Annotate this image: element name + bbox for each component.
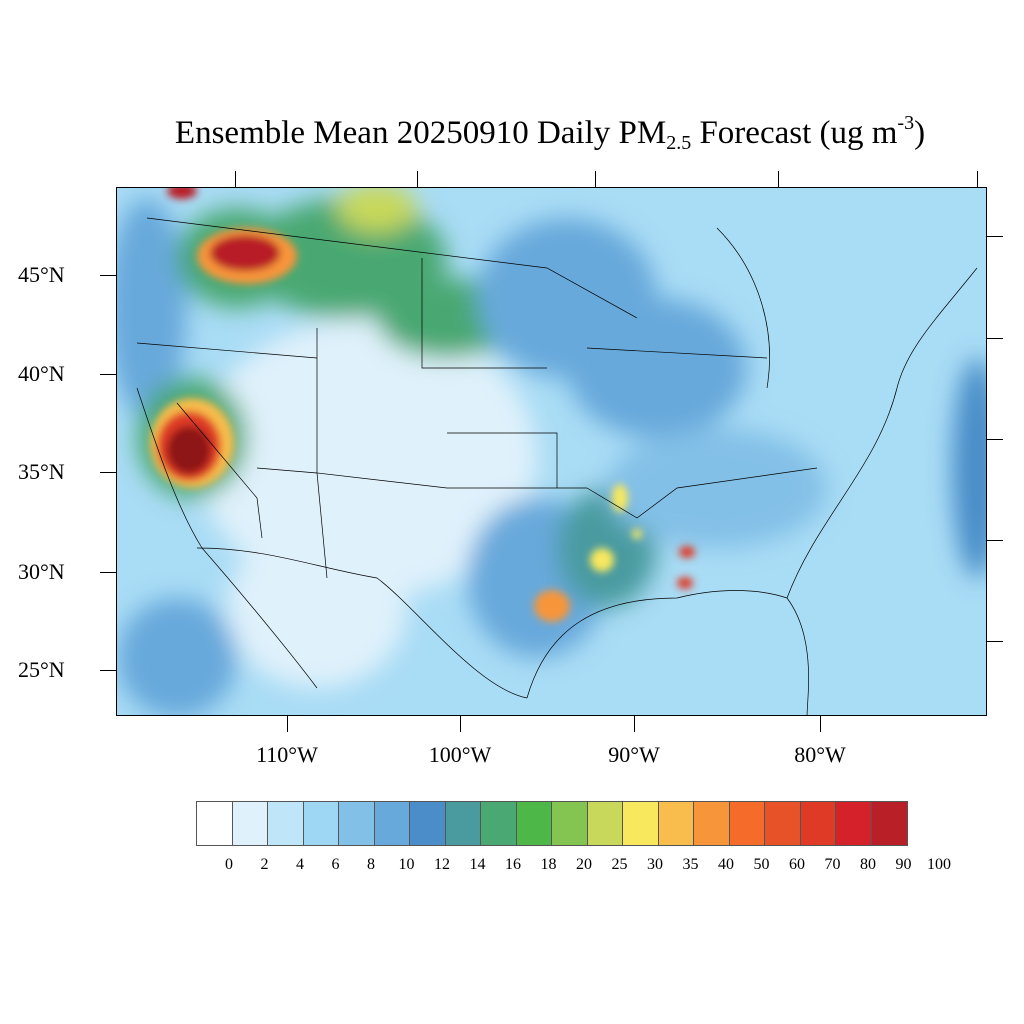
lat-tick xyxy=(100,275,116,276)
colorbar-label: 40 xyxy=(718,856,734,873)
colorbar-box xyxy=(516,802,552,845)
colorbar-box xyxy=(339,802,375,845)
colorbar-box xyxy=(765,802,801,845)
lon-label: 80°W xyxy=(794,742,846,767)
lat-tick xyxy=(987,439,1003,440)
colorbar-label: 100 xyxy=(927,856,951,873)
lat-tick xyxy=(100,670,116,671)
lon-label: 100°W xyxy=(428,742,492,767)
colorbar-box xyxy=(410,802,446,845)
colorbar-box xyxy=(658,802,694,845)
lon-tick xyxy=(820,716,821,732)
colorbar-label: 35 xyxy=(682,856,699,873)
lon-tick xyxy=(235,171,236,187)
colorbar-box xyxy=(197,802,233,845)
lon-label: 90°W xyxy=(608,742,660,767)
lat-tick xyxy=(987,338,1003,339)
lat-label: 40°N xyxy=(18,361,65,386)
pm25-map xyxy=(116,187,987,716)
colorbar-label: 80 xyxy=(860,856,876,873)
lat-tick xyxy=(100,472,116,473)
lon-label: 110°W xyxy=(256,742,318,767)
lon-tick xyxy=(460,716,461,732)
colorbar-box xyxy=(303,802,339,845)
colorbar-box xyxy=(445,802,481,845)
lat-label: 45°N xyxy=(18,262,65,287)
colorbar-box xyxy=(268,802,304,845)
colorbar-box xyxy=(871,802,907,845)
colorbar-label: 0 xyxy=(225,856,233,873)
title-text: Ensemble Mean 20250910 Daily PM xyxy=(174,115,667,151)
colorbar-box xyxy=(623,802,659,845)
lat-tick xyxy=(100,572,116,573)
colorbar-label: 25 xyxy=(611,856,628,873)
lon-tick xyxy=(287,716,288,732)
colorbar-box xyxy=(374,802,410,845)
colorbar-label: 90 xyxy=(895,856,912,873)
lat-label: 35°N xyxy=(18,459,65,484)
lon-tick xyxy=(634,716,635,732)
colorbar-box xyxy=(587,802,623,845)
colorbar-label: 20 xyxy=(576,856,592,873)
lon-tick xyxy=(595,171,596,187)
colorbar-label: 50 xyxy=(753,856,770,873)
lat-tick xyxy=(987,236,1003,237)
map-title: Ensemble Mean 20250910 Daily PM2.5 Forec… xyxy=(0,112,1024,155)
lon-tick xyxy=(977,171,978,187)
colorbar-box xyxy=(836,802,872,845)
lat-label: 25°N xyxy=(18,657,65,682)
title-superscript: -3 xyxy=(897,112,915,134)
colorbar-label: 14 xyxy=(469,856,486,873)
pm25-field xyxy=(117,188,986,715)
colorbar-box xyxy=(694,802,730,845)
colorbar-label: 18 xyxy=(540,856,557,873)
lat-tick xyxy=(987,540,1003,541)
colorbar-label: 10 xyxy=(398,856,415,873)
colorbar-box xyxy=(800,802,836,845)
colorbar-label: 4 xyxy=(296,856,304,873)
title-subscript: 2.5 xyxy=(666,132,692,154)
colorbar-label: 6 xyxy=(331,856,340,873)
colorbar xyxy=(196,801,908,846)
colorbar-box xyxy=(552,802,588,845)
lat-tick xyxy=(100,374,116,375)
colorbar-box xyxy=(729,802,765,845)
title-suffix: ) xyxy=(914,115,926,151)
colorbar-label: 2 xyxy=(260,856,269,873)
lon-tick xyxy=(417,171,418,187)
lon-tick xyxy=(778,171,779,187)
colorbar-label: 70 xyxy=(824,856,841,873)
colorbar-box xyxy=(481,802,517,845)
colorbar-box xyxy=(232,802,268,845)
lat-tick xyxy=(987,641,1003,642)
colorbar-label: 16 xyxy=(505,856,521,873)
colorbar-label: 8 xyxy=(367,856,375,873)
colorbar-label: 30 xyxy=(647,856,663,873)
title-text-units: Forecast (ug m xyxy=(691,115,898,151)
colorbar-label: 12 xyxy=(434,856,450,873)
lat-label: 30°N xyxy=(18,559,65,584)
colorbar-label: 60 xyxy=(789,856,805,873)
